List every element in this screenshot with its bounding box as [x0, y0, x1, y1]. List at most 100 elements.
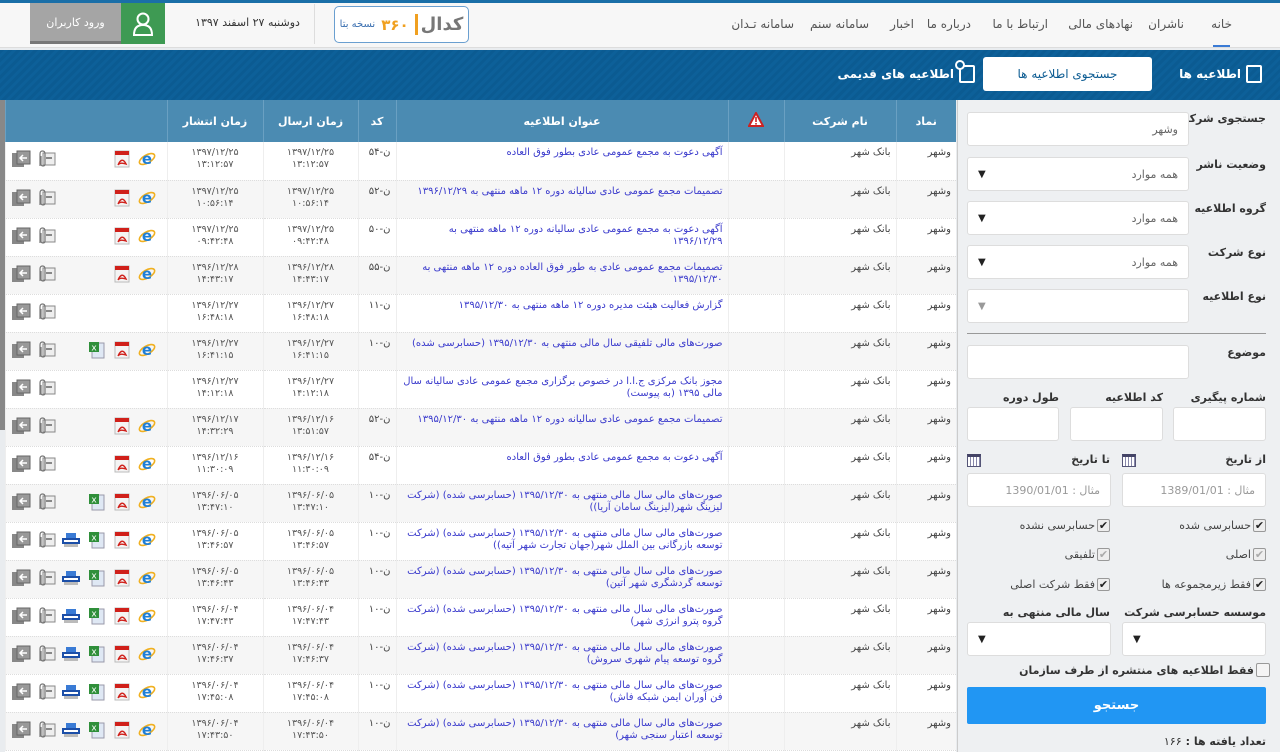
nav-financial-institutions[interactable]: نهادهای مالی [1068, 17, 1133, 31]
announcement-title-link[interactable]: تصمیمات مجمع عمومی عادی سالیانه دوره ۱۲ … [395, 180, 728, 219]
symbol-cell[interactable]: وشهر [895, 484, 956, 523]
pdf-icon[interactable] [110, 189, 133, 207]
symbol-cell[interactable]: وشهر [895, 332, 956, 371]
table-row[interactable]: وشهر بانک شهر گزارش فعالیت هیئت مدیره دوره… [5, 294, 956, 333]
pdf-icon[interactable] [110, 607, 133, 625]
scrollbar[interactable] [0, 100, 5, 430]
ie-icon[interactable]: e [135, 265, 158, 283]
attachment-icon[interactable] [35, 340, 58, 359]
nav-about[interactable]: درباره ما [926, 17, 971, 31]
ie-icon[interactable]: e [135, 607, 158, 625]
announcement-title-link[interactable]: صورت‌های مالی سال مالی منتهی به ۱۳۹۵/۱۲/… [395, 636, 728, 675]
not-audited-checkbox[interactable]: ✔ حسابرسی نشده [1020, 519, 1110, 532]
attachment-icon[interactable] [35, 644, 58, 663]
symbol-cell[interactable]: وشهر [895, 370, 956, 409]
symbol-cell[interactable]: وشهر [895, 636, 956, 675]
calendar-icon[interactable] [967, 454, 981, 467]
calendar-icon[interactable] [1122, 454, 1136, 467]
ie-icon[interactable]: e [135, 721, 158, 739]
nav-home[interactable]: خانه [1211, 17, 1232, 47]
table-row[interactable]: وشهر بانک شهر صورت‌های مالی تلفیقی سال مال… [5, 332, 956, 371]
excel-icon[interactable]: x [85, 341, 108, 359]
pdf-icon[interactable] [110, 455, 133, 473]
org-only-checkbox[interactable]: فقط اطلاعیه های منتشره از طرف سازمان [1019, 663, 1270, 677]
symbol-cell[interactable]: وشهر [895, 446, 956, 485]
attachment-icon[interactable] [35, 454, 58, 473]
xbrl-icon[interactable] [60, 683, 83, 701]
attachment-icon[interactable] [35, 378, 58, 397]
announcement-code-input[interactable] [1070, 407, 1163, 441]
col-company[interactable]: نام شرکت [783, 100, 896, 142]
announcement-title-link[interactable]: مجوز بانک مرکزی ج.ا.ا در خصوص برگزاری مج… [395, 370, 728, 409]
period-length-input[interactable] [967, 407, 1059, 441]
search-button[interactable]: جستجو [967, 687, 1266, 724]
archive-icon[interactable] [10, 683, 33, 701]
pdf-icon[interactable] [110, 721, 133, 739]
archive-icon[interactable] [10, 493, 33, 511]
table-row[interactable]: وشهر بانک شهر صورت‌های مالی سال مالی منتهی… [5, 636, 956, 675]
col-sent-time[interactable]: زمان ارسال [262, 100, 358, 142]
symbol-cell[interactable]: وشهر [895, 408, 956, 447]
xbrl-icon[interactable] [60, 569, 83, 587]
excel-icon[interactable]: x [85, 493, 108, 511]
subject-input[interactable] [967, 345, 1189, 379]
symbol-cell[interactable]: وشهر [895, 712, 956, 751]
audit-firm-select[interactable]: ▼ [1122, 622, 1266, 656]
ie-icon[interactable]: e [135, 569, 158, 587]
tab-announcements[interactable]: اطلاعیه ها [1179, 65, 1262, 83]
to-date-input[interactable]: مثال : 1390/01/01 [967, 473, 1111, 507]
archive-icon[interactable] [10, 569, 33, 587]
attachment-icon[interactable] [35, 302, 58, 321]
archive-icon[interactable] [10, 455, 33, 473]
attachment-icon[interactable] [35, 188, 58, 207]
archive-icon[interactable] [10, 227, 33, 245]
symbol-cell[interactable]: وشهر [895, 294, 956, 333]
xbrl-icon[interactable] [60, 721, 83, 739]
symbol-cell[interactable]: وشهر [895, 142, 956, 181]
tab-search-announcements[interactable]: جستجوی اطلاعیه ها [983, 57, 1152, 91]
xbrl-icon[interactable] [60, 531, 83, 549]
symbol-cell[interactable]: وشهر [895, 560, 956, 599]
col-symbol[interactable]: نماد [895, 100, 956, 142]
xbrl-icon[interactable] [60, 607, 83, 625]
announcement-title-link[interactable]: تصمیمات مجمع عمومی عادی به طور فوق العاد… [395, 256, 728, 295]
announcement-title-link[interactable]: صورت‌های مالی سال مالی منتهی به ۱۳۹۵/۱۲/… [395, 712, 728, 751]
table-row[interactable]: وشهر بانک شهر صورت‌های مالی سال مالی منتهی… [5, 484, 956, 523]
pdf-icon[interactable] [110, 683, 133, 701]
attachment-icon[interactable] [35, 416, 58, 435]
ie-icon[interactable]: e [135, 683, 158, 701]
fiscal-year-end-select[interactable]: ▼ [967, 622, 1111, 656]
table-row[interactable]: وشهر بانک شهر صورت‌های مالی سال مالی منتهی… [5, 560, 956, 599]
subsidiaries-only-checkbox[interactable]: ✔ فقط زیرمجموعه ها [1162, 578, 1266, 591]
archive-icon[interactable] [10, 341, 33, 359]
ie-icon[interactable]: e [135, 227, 158, 245]
pdf-icon[interactable] [110, 265, 133, 283]
login-button[interactable]: ورود کاربران [30, 3, 121, 44]
announcement-title-link[interactable]: صورت‌های مالی سال مالی منتهی به ۱۳۹۵/۱۲/… [395, 598, 728, 637]
company-type-select[interactable]: همه موارد ▼ [967, 245, 1189, 279]
announcement-title-link[interactable]: گزارش فعالیت هیئت مدیره دوره ۱۲ ماهه منت… [395, 294, 728, 333]
archive-icon[interactable] [10, 303, 33, 321]
announcement-title-link[interactable]: تصمیمات مجمع عمومی عادی سالیانه دوره ۱۲ … [395, 408, 728, 447]
attachment-icon[interactable] [35, 226, 58, 245]
nav-publishers[interactable]: ناشران [1148, 17, 1184, 31]
symbol-cell[interactable]: وشهر [895, 180, 956, 219]
excel-icon[interactable]: x [85, 721, 108, 739]
excel-icon[interactable]: x [85, 531, 108, 549]
nav-news[interactable]: اخبار [890, 17, 914, 31]
archive-icon[interactable] [10, 265, 33, 283]
table-row[interactable]: وشهر بانک شهر صورت‌های مالی سال مالی منتهی… [5, 598, 956, 637]
attachment-icon[interactable] [35, 606, 58, 625]
announcement-title-link[interactable]: آگهی دعوت به مجمع عمومی عادی سالیانه دور… [395, 218, 728, 257]
archive-icon[interactable] [10, 721, 33, 739]
ie-icon[interactable]: e [135, 455, 158, 473]
ie-icon[interactable]: e [135, 417, 158, 435]
announcement-title-link[interactable]: صورت‌های مالی سال مالی منتهی به ۱۳۹۵/۱۲/… [395, 484, 728, 523]
symbol-cell[interactable]: وشهر [895, 598, 956, 637]
nav-contact[interactable]: ارتباط با ما [992, 17, 1048, 31]
excel-icon[interactable]: x [85, 607, 108, 625]
consolidated-checkbox[interactable]: ✔ تلفیقی [1065, 548, 1110, 561]
announcement-type-select[interactable]: ▼ [967, 289, 1189, 323]
symbol-cell[interactable]: وشهر [895, 674, 956, 713]
pdf-icon[interactable] [110, 150, 133, 168]
